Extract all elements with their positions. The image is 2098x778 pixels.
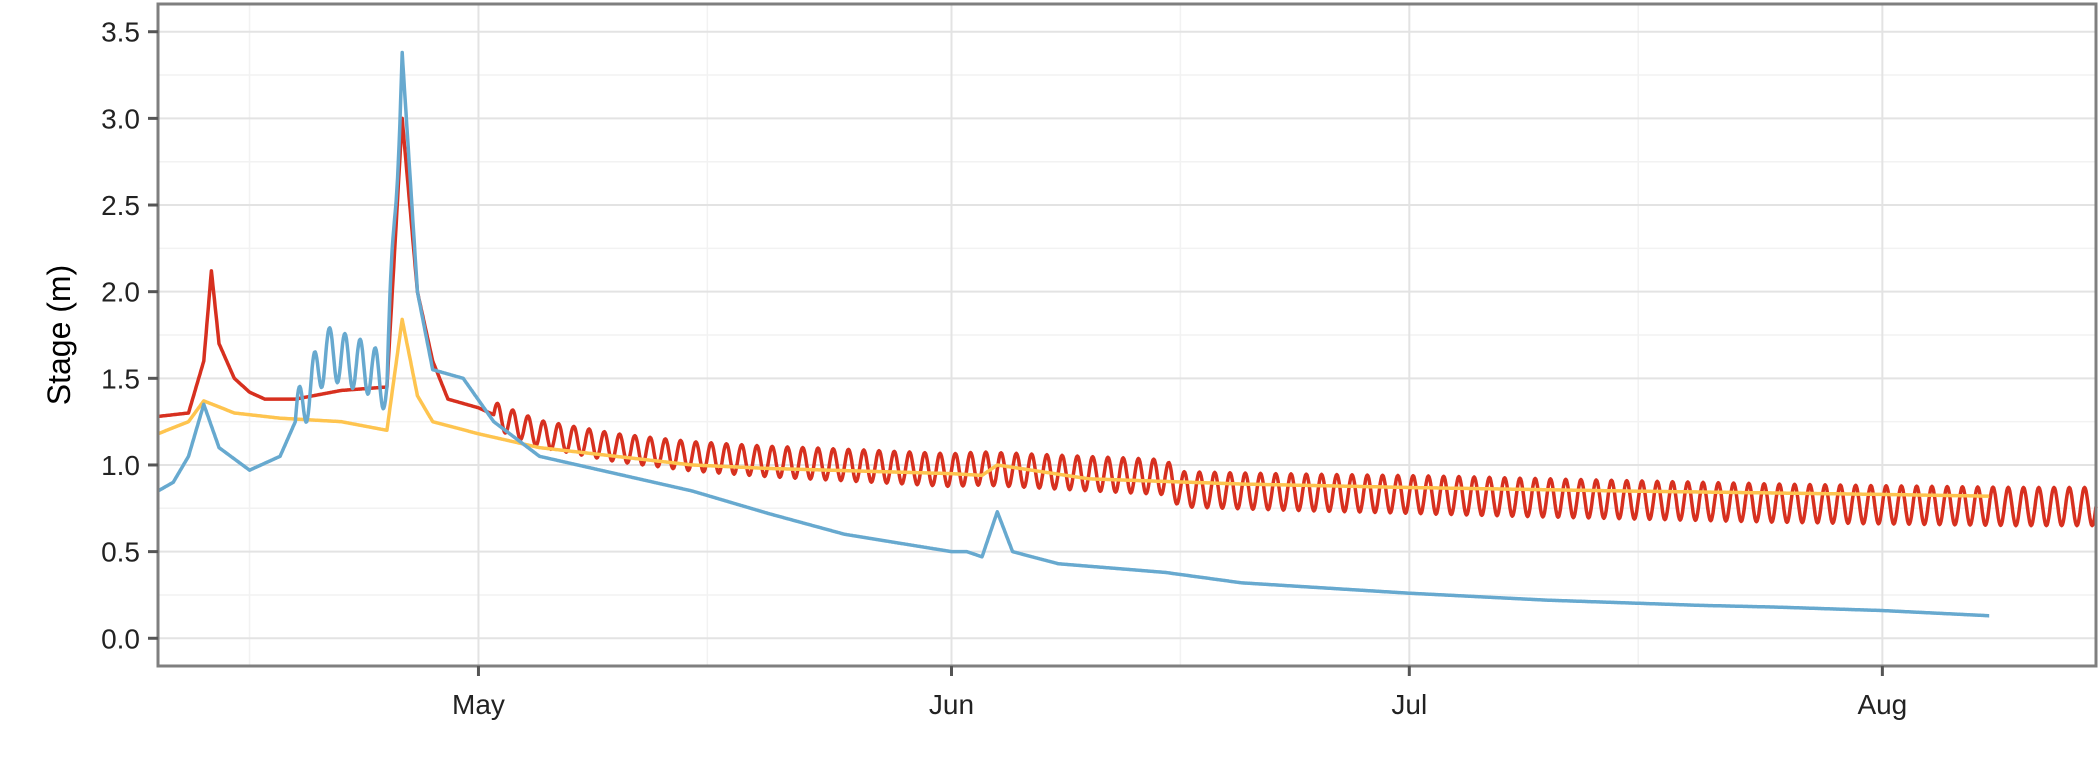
y-tick-label: 0.0 — [101, 623, 140, 654]
series-line — [157, 116, 2098, 528]
y-tick-label: 1.5 — [101, 363, 140, 394]
series-line — [157, 317, 1991, 498]
x-tick-label: May — [452, 689, 505, 720]
y-axis-title: Stage (m) — [41, 265, 77, 405]
x-axis: May Jun Jul Aug — [452, 666, 1907, 720]
plot-frame — [156, 2, 2098, 668]
y-tick-label: 3.0 — [101, 103, 140, 134]
x-tick-label: Jul — [1391, 689, 1427, 720]
y-tick-label: 2.5 — [101, 190, 140, 221]
y-tick-label: 3.5 — [101, 17, 140, 48]
series-layer — [157, 50, 2098, 618]
y-tick-label: 0.5 — [101, 537, 140, 568]
minor-gridlines — [158, 4, 2096, 666]
y-tick-label: 1.0 — [101, 450, 140, 481]
y-axis: 0.0 0.5 1.0 1.5 2.0 2.5 3.0 3.5 — [101, 17, 158, 654]
y-tick-label: 2.0 — [101, 277, 140, 308]
x-tick-label: Jun — [929, 689, 974, 720]
x-tick-label: Aug — [1857, 689, 1907, 720]
series-line — [157, 50, 1991, 618]
